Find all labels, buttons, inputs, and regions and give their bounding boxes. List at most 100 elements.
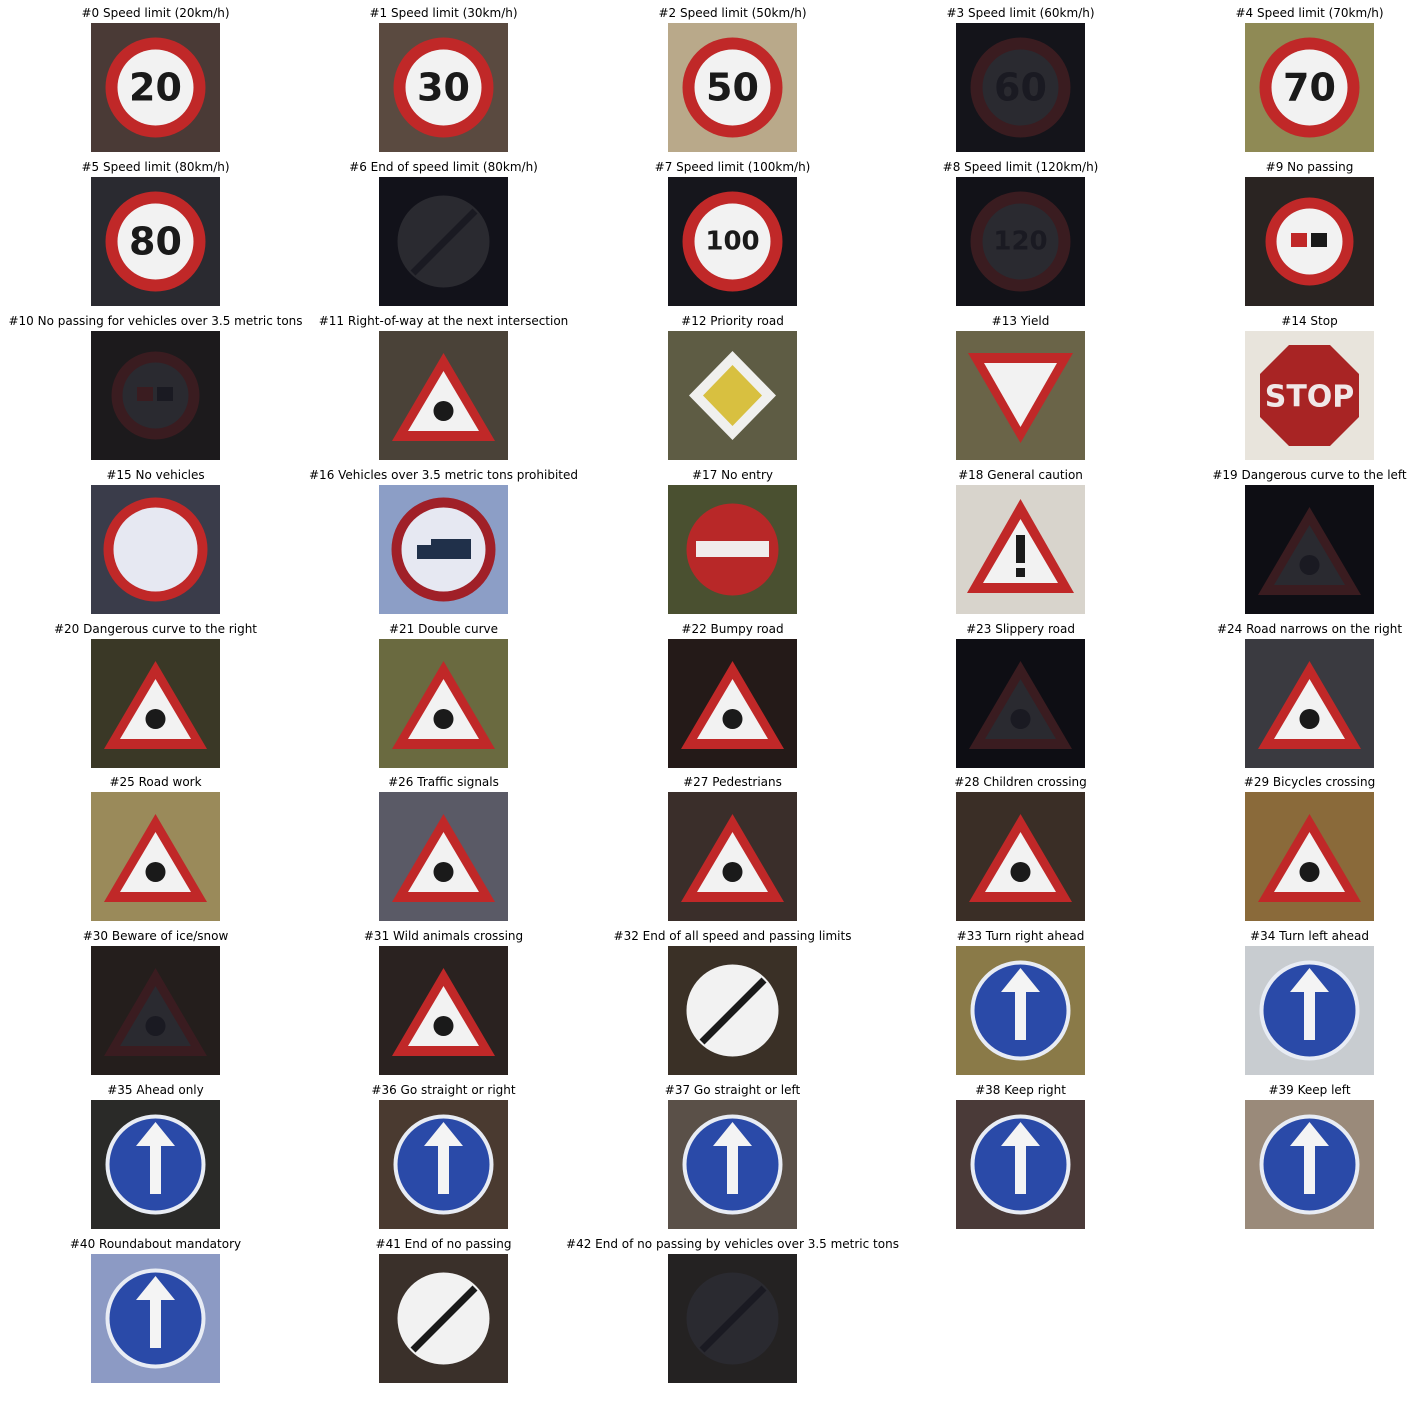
sign-title: #8 Speed limit (120km/h) [942, 160, 1099, 174]
wild-animals-sign-icon [379, 946, 508, 1075]
double-curve-sign-icon [379, 639, 508, 768]
keep-left-sign-icon [1245, 1100, 1374, 1229]
sign-image: 120 [956, 177, 1085, 306]
sign-title: #14 Stop [1281, 314, 1338, 328]
sign-image [668, 331, 797, 460]
sign-image: 50 [668, 23, 797, 152]
sign-title: #15 No vehicles [106, 468, 205, 482]
sign-number: 50 [706, 66, 759, 110]
sign-image: 20 [91, 23, 220, 152]
road-narrows-sign-icon [1245, 639, 1374, 768]
sign-image [91, 792, 220, 921]
sign-title: #1 Speed limit (30km/h) [369, 6, 518, 20]
slippery-road-sign-icon [956, 639, 1085, 768]
sign-image [91, 1254, 220, 1383]
sign-image [668, 792, 797, 921]
sign-image [379, 485, 508, 614]
sign-title: #31 Wild animals crossing [363, 929, 524, 943]
sign-image [1245, 1100, 1374, 1229]
sign-title: #39 Keep left [1268, 1083, 1351, 1097]
sign-image: 60 [956, 23, 1085, 152]
sign-number: 30 [417, 66, 470, 110]
sign-image [91, 485, 220, 614]
sign-image [668, 639, 797, 768]
sign-image [379, 331, 508, 460]
sign-title: #40 Roundabout mandatory [69, 1237, 242, 1251]
bumpy-road-sign-icon [668, 639, 797, 768]
sign-image [956, 639, 1085, 768]
sign-title: #23 Slippery road [966, 622, 1075, 636]
pedestrians-sign-icon [668, 792, 797, 921]
sign-image [379, 177, 508, 306]
sign-image [91, 946, 220, 1075]
sign-title: #16 Vehicles over 3.5 metric tons prohib… [309, 468, 578, 482]
straight-or-right-sign-icon [379, 1100, 508, 1229]
curve-left-sign-icon [1245, 485, 1374, 614]
no-trucks-sign-icon [379, 485, 508, 614]
sign-image [379, 946, 508, 1075]
sign-image [1245, 946, 1374, 1075]
sign-title: #26 Traffic signals [388, 775, 499, 789]
sign-title: #27 Pedestrians [683, 775, 782, 789]
speed-limit-20-sign-icon: 20 [91, 23, 220, 152]
right-of-way-sign-icon [379, 331, 508, 460]
sign-number: 60 [994, 66, 1047, 110]
sign-image [668, 485, 797, 614]
speed-limit-50-sign-icon: 50 [668, 23, 797, 152]
curve-right-sign-icon [91, 639, 220, 768]
sign-title: #13 Yield [991, 314, 1050, 328]
sign-title: #32 End of all speed and passing limits [613, 929, 852, 943]
priority-road-sign-icon [668, 331, 797, 460]
traffic-signals-sign-icon [379, 792, 508, 921]
sign-image: 30 [379, 23, 508, 152]
sign-image [1245, 792, 1374, 921]
sign-image [956, 331, 1085, 460]
ice-snow-sign-icon [91, 946, 220, 1075]
sign-number: 100 [705, 227, 759, 257]
stop-sign-icon: STOP [1245, 331, 1374, 460]
sign-title: #6 End of speed limit (80km/h) [349, 160, 538, 174]
sign-title: #35 Ahead only [107, 1083, 204, 1097]
sign-title: #7 Speed limit (100km/h) [654, 160, 811, 174]
sign-image [91, 331, 220, 460]
sign-number: 70 [1283, 66, 1336, 110]
sign-image [956, 946, 1085, 1075]
sign-title: #4 Speed limit (70km/h) [1235, 6, 1384, 20]
sign-image [1245, 177, 1374, 306]
ahead-only-sign-icon [91, 1100, 220, 1229]
speed-limit-100-sign-icon: 100 [668, 177, 797, 306]
sign-image [1245, 639, 1374, 768]
sign-image [668, 1254, 797, 1383]
sign-title: #19 Dangerous curve to the left [1212, 468, 1407, 482]
yield-sign-icon [956, 331, 1085, 460]
sign-image [668, 946, 797, 1075]
sign-image [956, 792, 1085, 921]
sign-title: #5 Speed limit (80km/h) [81, 160, 230, 174]
turn-right-sign-icon [956, 946, 1085, 1075]
sign-title: #37 Go straight or left [664, 1083, 801, 1097]
sign-title: #3 Speed limit (60km/h) [946, 6, 1095, 20]
sign-title: #17 No entry [692, 468, 773, 482]
speed-limit-30-sign-icon: 30 [379, 23, 508, 152]
sign-image: 80 [91, 177, 220, 306]
sign-number: 20 [129, 66, 182, 110]
sign-image [956, 485, 1085, 614]
sign-title: #21 Double curve [388, 622, 499, 636]
children-crossing-sign-icon [956, 792, 1085, 921]
sign-title: #11 Right-of-way at the next intersectio… [318, 314, 569, 328]
bicycles-crossing-sign-icon [1245, 792, 1374, 921]
speed-limit-70-sign-icon: 70 [1245, 23, 1374, 152]
sign-title: #9 No passing [1265, 160, 1354, 174]
road-work-sign-icon [91, 792, 220, 921]
keep-right-sign-icon [956, 1100, 1085, 1229]
end-speed-limit-80-sign-icon [379, 177, 508, 306]
sign-title: #10 No passing for vehicles over 3.5 met… [8, 314, 303, 328]
sign-title: #38 Keep right [975, 1083, 1066, 1097]
sign-title: #22 Bumpy road [681, 622, 784, 636]
sign-title: #34 Turn left ahead [1250, 929, 1369, 943]
speed-limit-120-sign-icon: 120 [956, 177, 1085, 306]
end-no-passing-trucks-sign-icon [668, 1254, 797, 1383]
sign-title: #24 Road narrows on the right [1216, 622, 1403, 636]
sign-image [91, 639, 220, 768]
speed-limit-80-sign-icon: 80 [91, 177, 220, 306]
